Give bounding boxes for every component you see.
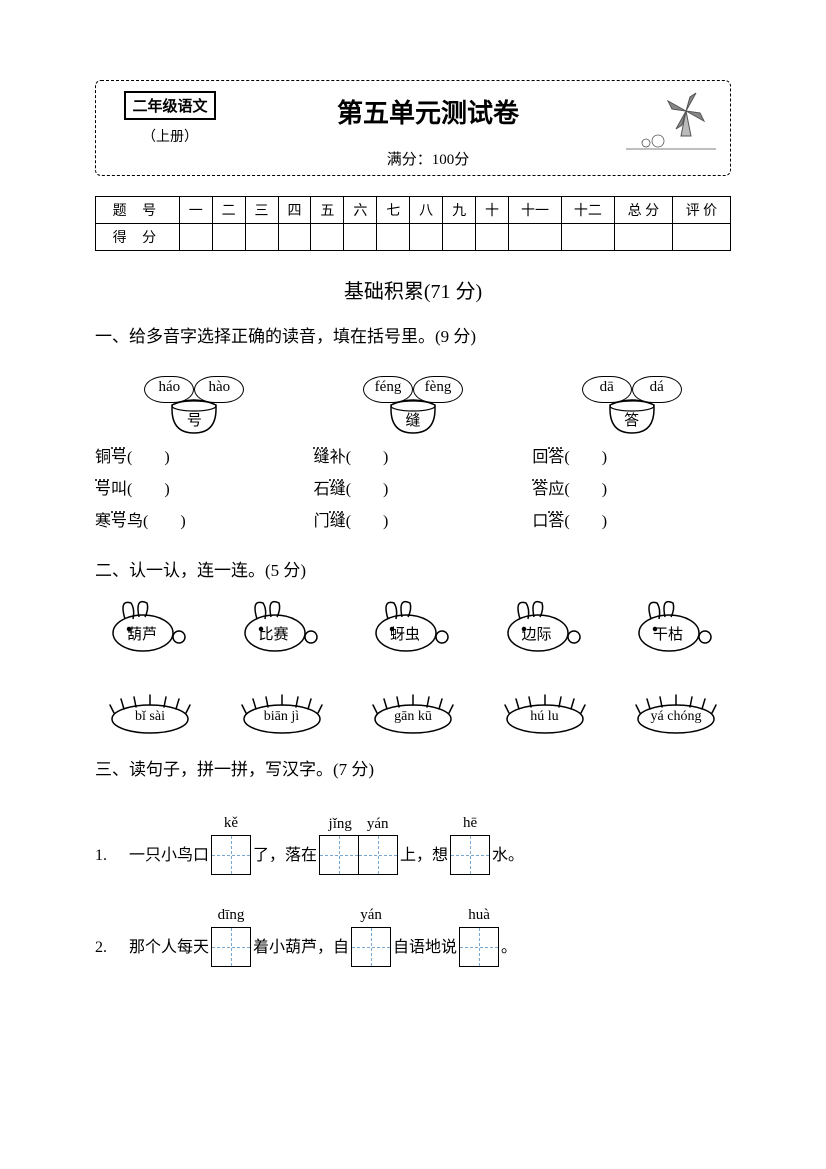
cloud: dā bbox=[582, 376, 632, 403]
pot-char: 缝 bbox=[385, 409, 441, 430]
tianzi-box bbox=[358, 835, 398, 875]
splash-icon: bǐ sài bbox=[100, 689, 200, 737]
q3-lines: 1.一只小鸟口 kě 了，落在 jǐng yán 上，想 hē 水。 2.那个人每天 dīng 着… bbox=[95, 812, 731, 967]
tianzi-cell: kě bbox=[211, 815, 251, 875]
pinyin-label: yán bbox=[360, 907, 382, 925]
windmill-icon bbox=[626, 91, 716, 151]
bunny-icon: 边际 bbox=[500, 595, 590, 653]
row2-label: 得 分 bbox=[96, 224, 180, 251]
score-value-row: 得 分 bbox=[96, 224, 731, 251]
q1-lines: 铜号( ) 号叫( ) 寒号鸟( ) bbox=[95, 442, 294, 538]
q1-lines: 缝补( ) 石缝( ) 门缝( ) bbox=[314, 442, 513, 538]
section-title: 基础积累(71 分) bbox=[95, 275, 731, 304]
pot-icon: 号 bbox=[166, 399, 222, 456]
score-table: 题 号 一 二 三 四 五 六 七 八 九 十 十一 十二 总 分 评 价 得 … bbox=[95, 196, 731, 251]
header-box: 二年级语文 （上册） 第五单元测试卷 满分：100分 bbox=[95, 80, 731, 176]
tianzi-cell: jǐng yán bbox=[319, 812, 398, 875]
bunny-icon: 比赛 bbox=[237, 595, 327, 653]
pinyin-label: kě bbox=[224, 815, 238, 833]
pinyin-label: hē bbox=[463, 815, 477, 833]
sentence-text: 着小葫芦，自 bbox=[253, 933, 349, 957]
bunny-icon: 干枯 bbox=[631, 595, 721, 653]
q3-heading: 三、读句子，拼一拼，写汉字。(7 分) bbox=[95, 755, 731, 780]
volume-label: （上册） bbox=[142, 126, 198, 146]
sentence-text: 。 bbox=[501, 933, 517, 957]
tianzi-box bbox=[211, 835, 251, 875]
pot-char: 号 bbox=[166, 409, 222, 430]
q1-group-2: dā dá 答 回答( ) 答应( ) 口答( ) bbox=[532, 361, 731, 538]
sentence-text: 一只小鸟口 bbox=[129, 841, 209, 865]
line-number: 1. bbox=[95, 847, 129, 865]
q1-lines: 回答( ) 答应( ) 口答( ) bbox=[532, 442, 731, 538]
sentence-text: 上，想 bbox=[400, 841, 448, 865]
header-center: 第五单元测试卷 满分：100分 bbox=[230, 91, 626, 169]
q2-heading: 二、认一认，连一连。(5 分) bbox=[95, 556, 731, 581]
q3-line: 1.一只小鸟口 kě 了，落在 jǐng yán 上，想 hē 水。 bbox=[95, 812, 731, 875]
main-title: 第五单元测试卷 bbox=[230, 93, 626, 130]
q2-top-row: 葫芦 比赛 蚜虫 bbox=[95, 595, 731, 653]
cloud: hào bbox=[194, 376, 244, 403]
q2-bottom-row: bǐ sài biān jì gān kū hú lu bbox=[95, 689, 731, 737]
sentence-text: 自语地说 bbox=[393, 933, 457, 957]
tianzi-box bbox=[459, 927, 499, 967]
q1-group-0: háo hào 号 铜号( ) 号叫( ) 寒号鸟( ) bbox=[95, 361, 294, 538]
tianzi-box bbox=[211, 927, 251, 967]
pot-icon: 缝 bbox=[385, 399, 441, 456]
splash-icon: yá chóng bbox=[626, 689, 726, 737]
splash-icon: gān kū bbox=[363, 689, 463, 737]
splash-icon: hú lu bbox=[495, 689, 595, 737]
cloud: fèng bbox=[413, 376, 463, 403]
tianzi-cell: dīng bbox=[211, 907, 251, 967]
pot-icon: 答 bbox=[604, 399, 660, 456]
tianzi-cell: yán bbox=[351, 907, 391, 967]
pinyin-label: dīng bbox=[218, 907, 245, 925]
tianzi-box bbox=[319, 835, 359, 875]
q1-row: háo hào 号 铜号( ) 号叫( ) 寒号鸟( ) bbox=[95, 361, 731, 538]
bunny-icon: 蚜虫 bbox=[368, 595, 458, 653]
score-header-row: 题 号 一 二 三 四 五 六 七 八 九 十 十一 十二 总 分 评 价 bbox=[96, 197, 731, 224]
pinyin-label: jǐng yán bbox=[329, 812, 389, 833]
page: 二年级语文 （上册） 第五单元测试卷 满分：100分 bbox=[0, 0, 826, 1007]
full-score: 满分：100分 bbox=[230, 148, 626, 169]
sentence-text: 那个人每天 bbox=[129, 933, 209, 957]
splash-icon: biān jì bbox=[232, 689, 332, 737]
line-number: 2. bbox=[95, 939, 129, 957]
cloud: féng bbox=[363, 376, 413, 403]
pot-char: 答 bbox=[604, 409, 660, 430]
header-left: 二年级语文 （上册） bbox=[110, 91, 230, 146]
tianzi-box bbox=[351, 927, 391, 967]
bunny-icon: 葫芦 bbox=[105, 595, 195, 653]
sentence-text: 了，落在 bbox=[253, 841, 317, 865]
q1-group-1: féng fèng 缝 缝补( ) 石缝( ) 门缝( ) bbox=[314, 361, 513, 538]
q3-line: 2.那个人每天 dīng 着小葫芦，自 yán 自语地说 huà 。 bbox=[95, 907, 731, 967]
tianzi-cell: huà bbox=[459, 907, 499, 967]
grade-label: 二年级语文 bbox=[124, 91, 215, 120]
tianzi-box bbox=[450, 835, 490, 875]
sentence-text: 水。 bbox=[492, 841, 524, 865]
pinyin-label: huà bbox=[468, 907, 490, 925]
cloud: háo bbox=[144, 376, 194, 403]
tianzi-cell: hē bbox=[450, 815, 490, 875]
cloud: dá bbox=[632, 376, 682, 403]
q1-heading: 一、给多音字选择正确的读音，填在括号里。(9 分) bbox=[95, 322, 731, 347]
row1-label: 题 号 bbox=[96, 197, 180, 224]
